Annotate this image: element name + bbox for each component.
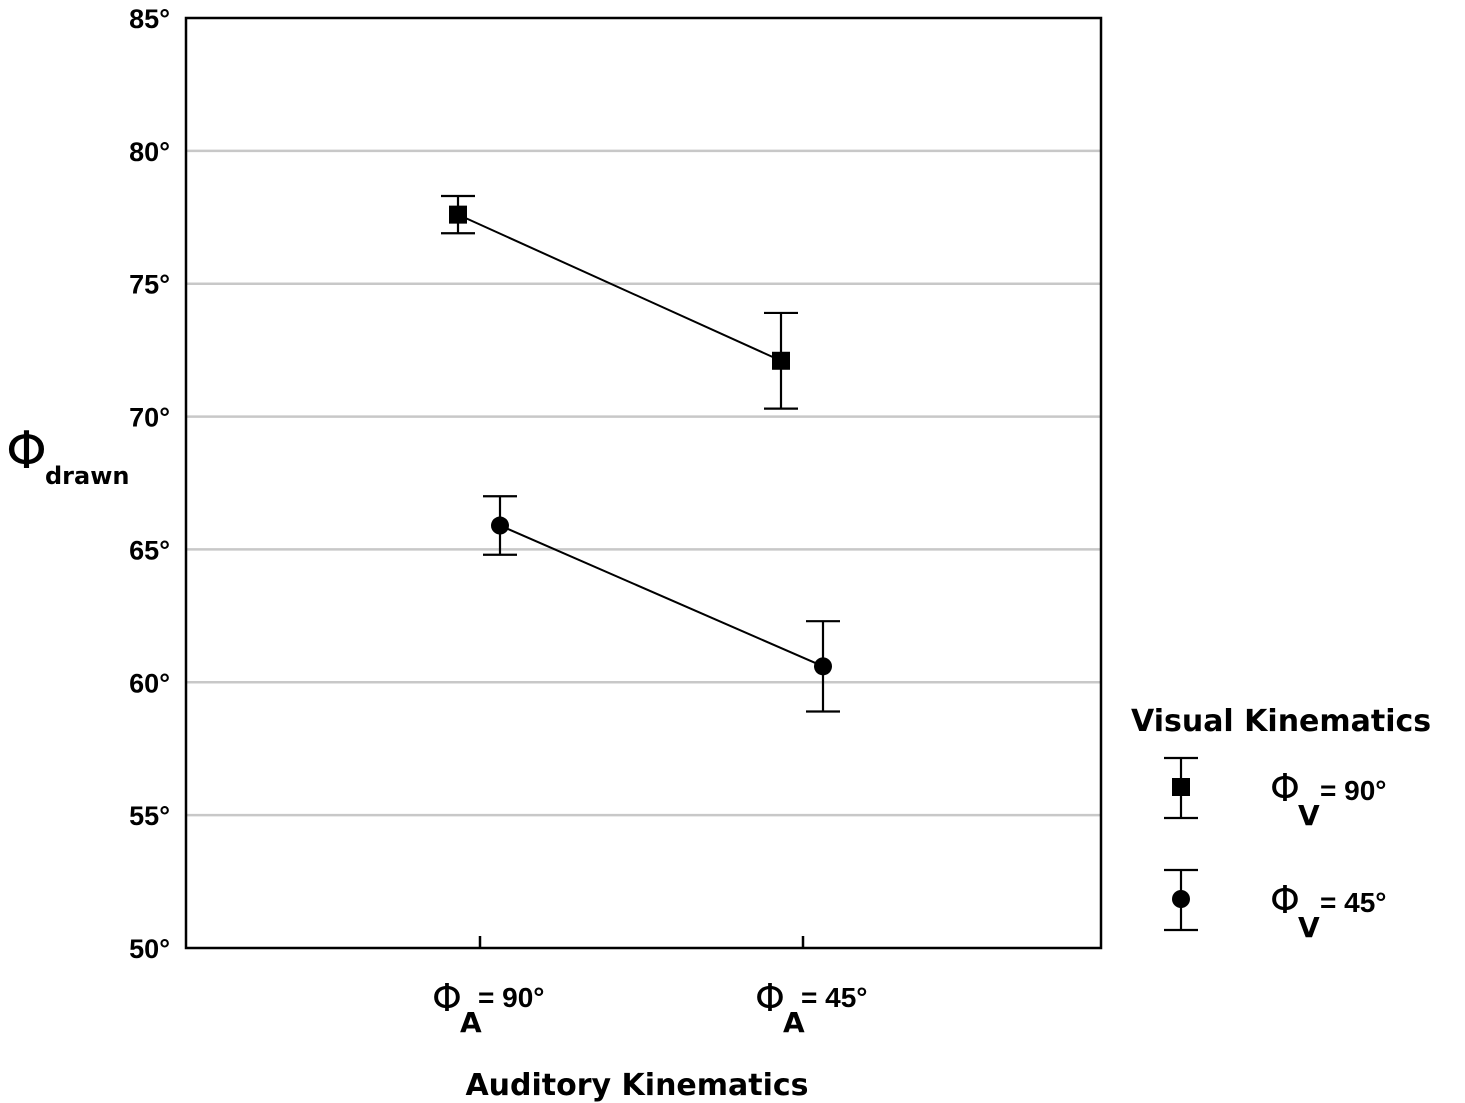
x-tick-label-value: = 90° [478,982,544,1013]
legend-marker-circle [1172,890,1190,908]
y-tick-label: 80° [129,137,170,167]
data-point-square [449,205,467,224]
series-circle [483,495,840,713]
y-tick-label: 75° [129,270,170,300]
y-tick-label: 65° [129,535,170,565]
legend-label-symbol: Φ [1270,878,1300,922]
y-axis-ticks: 50° 55° 60° 65° 70° 75° 80° 85° [129,4,170,964]
plot-frame [184,16,1103,950]
legend-marker-square [1172,778,1190,796]
series-line [457,213,782,362]
data-point-circle [491,516,509,535]
series-square [441,194,798,410]
x-tick-label-subscript: A [783,1006,805,1039]
y-tick-label: 55° [129,801,170,831]
legend-label-subscript: V [1298,799,1320,832]
gridlines [186,149,1101,817]
series-layer [441,194,840,713]
x-tick-label: ΦA= 45° [755,976,867,1039]
x-tick-label: ΦA= 90° [432,976,544,1039]
y-tick-label: 70° [129,403,170,433]
x-tick-label-value: = 45° [801,982,867,1013]
y-tick-label: 85° [129,4,170,34]
data-point-circle [814,657,832,676]
y-axis-label-symbol: Φ [6,421,47,481]
y-axis-label: Φ drawn [6,421,129,490]
y-tick-label: 50° [129,934,170,964]
y-tick-label: 60° [129,668,170,698]
legend-label-subscript: V [1298,911,1320,944]
x-tick-label-symbol: Φ [432,976,462,1020]
legend-label-symbol: Φ [1270,766,1300,810]
legend-entry: ΦV= 45° [1164,868,1386,944]
legend-label-value: = 45° [1320,887,1386,918]
legend: Visual Kinematics ΦV= 90°ΦV= 45° [1131,704,1431,944]
x-tick-label-symbol: Φ [755,976,785,1020]
x-tick-label-subscript: A [460,1006,482,1039]
y-axis-label-subscript: drawn [45,462,129,490]
legend-label-value: = 90° [1320,775,1386,806]
x-axis-label: Auditory Kinematics [465,1068,808,1103]
legend-title: Visual Kinematics [1131,704,1431,739]
series-line [499,524,824,668]
data-point-square [772,351,790,370]
x-axis-ticks: ΦA= 90° ΦA= 45° [432,936,867,1039]
legend-entry: ΦV= 90° [1164,756,1386,832]
